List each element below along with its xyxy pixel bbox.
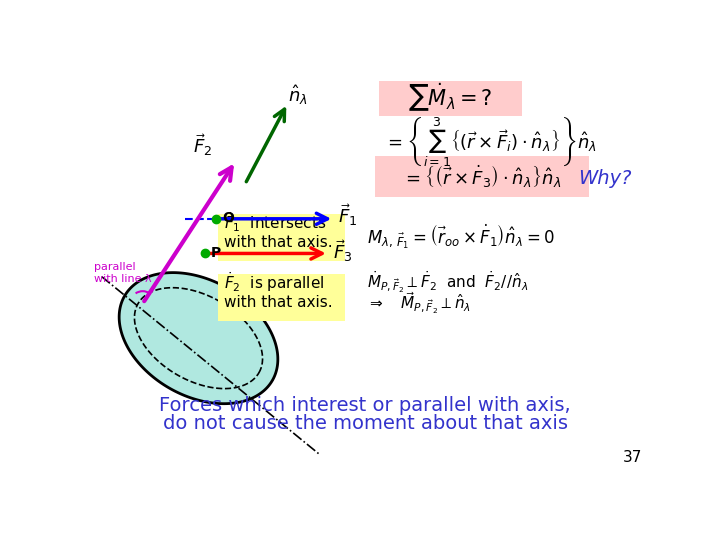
Text: O: O [222,211,235,225]
Text: $M_{\lambda,\,\vec{F}_1} = \left(\vec{r}_{oo} \times \dot{F}_1\right)\hat{n}_\la: $M_{\lambda,\,\vec{F}_1} = \left(\vec{r}… [367,223,555,252]
Text: P: P [211,246,221,260]
Text: $= \left\{ \sum_{i=1}^{3} \left\{ (\vec{r} \times \vec{F}_i) \cdot \hat{n}_\lamb: $= \left\{ \sum_{i=1}^{3} \left\{ (\vec{… [384,114,598,170]
Text: $\sum \dot{M}_\lambda = ?$: $\sum \dot{M}_\lambda = ?$ [408,82,492,114]
Text: $= \left\{ \left(\vec{r} \times \dot{F}_3\right) \cdot \hat{n}_\lambda \right\} : $= \left\{ \left(\vec{r} \times \dot{F}_… [402,163,561,190]
Text: $\hat{n}_\lambda$: $\hat{n}_\lambda$ [287,83,307,107]
Text: do not cause the moment about that axis: do not cause the moment about that axis [163,414,567,433]
FancyBboxPatch shape [379,81,522,117]
Polygon shape [119,273,278,404]
Text: $\dot{F}_1$  intersects: $\dot{F}_1$ intersects [224,210,326,233]
Text: Why?: Why? [579,169,632,188]
FancyBboxPatch shape [218,214,345,261]
Text: 37: 37 [622,450,642,465]
Text: parallel
with line λ: parallel with line λ [94,262,151,284]
Text: $\Rightarrow \quad \vec{M}_{P,\vec{F}_2} \perp \hat{n}_\lambda$: $\Rightarrow \quad \vec{M}_{P,\vec{F}_2}… [367,291,472,316]
Text: $\dot{F}_2$  is parallel: $\dot{F}_2$ is parallel [224,270,324,294]
Text: $\vec{F}_2$: $\vec{F}_2$ [193,132,212,158]
FancyBboxPatch shape [375,156,589,197]
FancyBboxPatch shape [218,274,345,321]
Text: $\vec{F}_1$: $\vec{F}_1$ [338,202,357,228]
Text: $\dot{M}_{P,\vec{F}_2} \perp \dot{F}_2$  and  $\dot{F}_2 // \hat{n}_\lambda$: $\dot{M}_{P,\vec{F}_2} \perp \dot{F}_2$ … [367,269,528,295]
Text: with that axis.: with that axis. [224,295,333,309]
Text: Forces which interest or parallel with axis,: Forces which interest or parallel with a… [159,396,571,415]
Text: with that axis.: with that axis. [224,234,333,249]
Text: $\vec{F}_3$: $\vec{F}_3$ [333,238,353,264]
